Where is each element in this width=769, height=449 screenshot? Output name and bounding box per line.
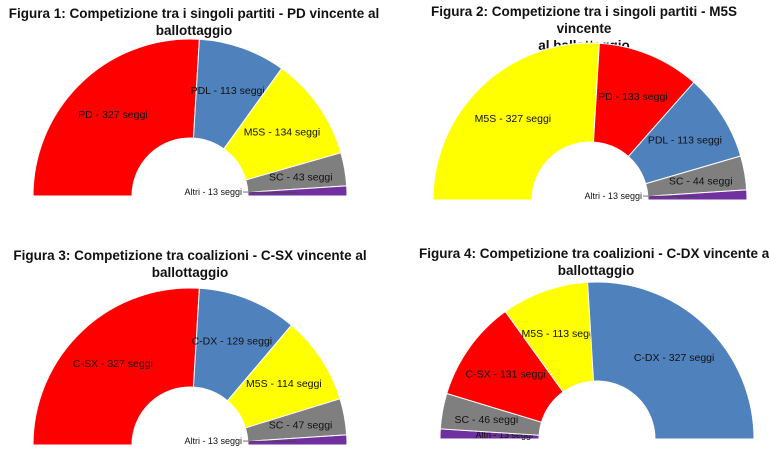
- slice-label-altri: Altri - 13 seggi: [184, 187, 242, 197]
- slice-label-c-dx: C-DX - 327 seggi: [634, 352, 715, 364]
- slice-altri: [647, 189, 748, 201]
- slice-label-sc: SC - 46 seggi: [455, 414, 519, 426]
- slice-label-m5s: M5S - 114 seggi: [246, 378, 322, 390]
- figure-4-title-line1: Competizione tra coalizioni - C-DX vince…: [479, 246, 769, 261]
- slice-altri: [247, 185, 348, 197]
- leader-line-altri: [242, 440, 298, 442]
- slice-label-m5s: M5S - 327 seggi: [475, 113, 551, 125]
- figure-2-title-prefix: Figura 2:: [430, 4, 488, 19]
- slice-label-m5s: M5S - 113 seggi: [521, 328, 597, 340]
- figure-3-title-prefix: Figura 3:: [13, 248, 71, 263]
- slice-label-sc: SC - 47 seggi: [269, 420, 333, 432]
- figure-3-title-line1: Competizione tra coalizioni - C-SX vince…: [74, 248, 367, 263]
- slice-label-c-dx: C-DX - 129 seggi: [192, 336, 273, 348]
- figure-4-title-line2: ballottaggio: [557, 263, 635, 278]
- figure-1-title-line1: Competizione tra i singoli partiti - PD …: [69, 6, 380, 21]
- slice-c-sx: [32, 287, 200, 446]
- figure-4-title-prefix: Figura 4:: [418, 246, 476, 261]
- slice-label-sc: SC - 44 seggi: [669, 175, 733, 187]
- slice-label-pd: PD - 327 seggi: [78, 109, 147, 121]
- leader-line-altri: [642, 195, 698, 197]
- figure-1-title-prefix: Figura 1:: [8, 6, 66, 21]
- figure-2-title-line1: Competizione tra i singoli partiti - M5S…: [491, 4, 738, 36]
- slice-pd: [32, 38, 200, 197]
- slice-label-pdl: PDL - 113 seggi: [191, 85, 265, 97]
- figure-3-title-line2: ballottaggio: [151, 265, 229, 280]
- figure-1-title: Figura 1: Competizione tra i singoli par…: [6, 5, 382, 39]
- slice-label-pd: PD - 133 seggi: [598, 91, 667, 103]
- slice-c-dx: [587, 281, 755, 440]
- slice-label-c-sx: C-SX - 327 seggi: [73, 358, 153, 370]
- slice-m5s: [432, 42, 600, 201]
- figure-3-title: Figura 3: Competizione tra coalizioni - …: [0, 247, 380, 281]
- leader-line-altri: [489, 434, 535, 436]
- slice-label-c-sx: C-SX - 131 seggi: [466, 369, 546, 381]
- slice-label-altri: Altri - 13 seggi: [184, 436, 242, 446]
- figure-4-title: Figura 4: Competizione tra coalizioni - …: [414, 245, 769, 279]
- figure-1-title-line2: ballottaggio: [155, 23, 233, 38]
- slice-label-pdl: PDL - 113 seggi: [648, 135, 722, 147]
- slice-label-m5s: M5S - 134 seggi: [244, 126, 320, 138]
- slice-altri: [247, 434, 348, 446]
- leader-line-altri: [242, 191, 298, 193]
- slice-label-altri: Altri - 13 seggi: [475, 430, 533, 440]
- slice-label-altri: Altri - 13 seggi: [584, 191, 642, 201]
- slice-label-sc: SC - 43 seggi: [269, 172, 333, 184]
